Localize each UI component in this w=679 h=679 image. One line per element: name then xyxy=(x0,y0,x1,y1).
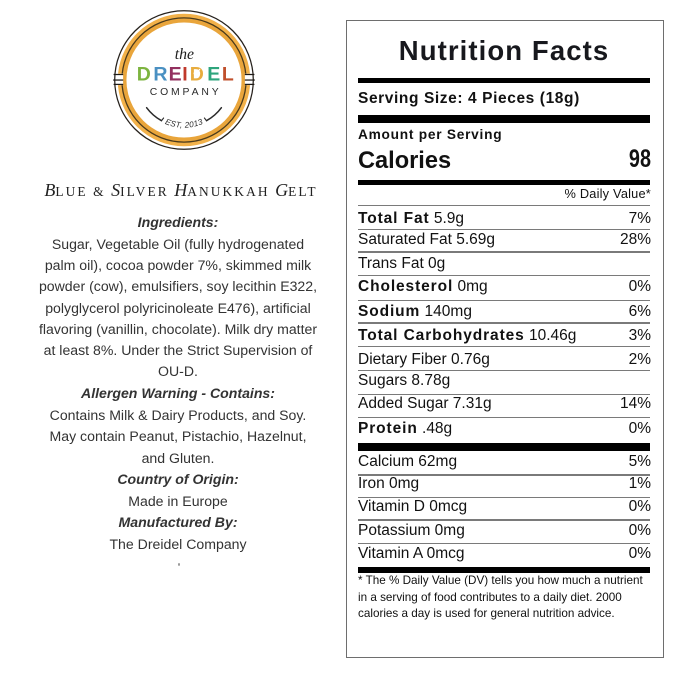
svg-text:D: D xyxy=(137,63,151,85)
svg-text:E: E xyxy=(169,63,182,85)
svg-text:EST, 2013: EST, 2013 xyxy=(164,117,204,130)
svg-text:COMPANY: COMPANY xyxy=(150,86,219,97)
svg-text:I: I xyxy=(182,63,187,85)
svg-text:L: L xyxy=(222,63,234,85)
svg-text:the: the xyxy=(175,46,194,63)
svg-text:E: E xyxy=(207,63,220,85)
svg-text:R: R xyxy=(153,63,167,85)
